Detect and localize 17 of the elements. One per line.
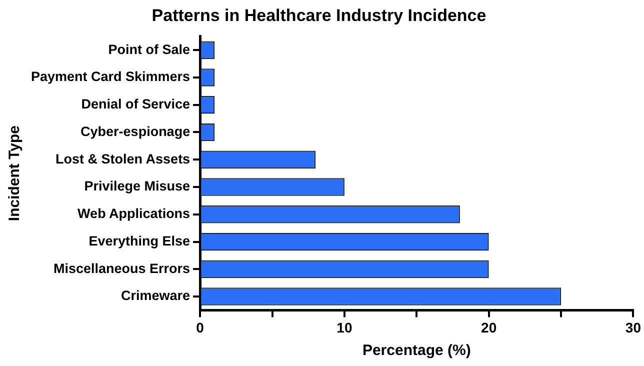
y-tick-label: Everything Else: [88, 233, 191, 248]
y-axis-title: Incident Type: [6, 126, 24, 222]
x-tick-label: 0: [196, 319, 204, 336]
y-tick-label: Privilege Misuse: [84, 178, 191, 194]
x-tick-label: 30: [625, 319, 642, 336]
x-axis-title: Percentage (%): [362, 342, 471, 360]
y-tick-label: Denial of Service: [81, 96, 191, 112]
x-tick-label: 10: [336, 319, 352, 336]
y-tick-label: Payment Card Skimmers: [30, 69, 190, 84]
chart-title: Patterns in Healthcare Industry Incidence: [152, 6, 486, 25]
y-tick-label: Crimeware: [121, 288, 191, 304]
y-tick-label: Point of Sale: [108, 42, 191, 57]
x-tick-label: 20: [481, 319, 497, 336]
y-tick-label: Miscellaneous Errors: [54, 260, 190, 276]
y-tick-label: Web Applications: [78, 206, 190, 222]
y-tick-label: Lost & Stolen Assets: [56, 151, 190, 166]
y-tick-label: Cyber-espionage: [80, 124, 191, 139]
